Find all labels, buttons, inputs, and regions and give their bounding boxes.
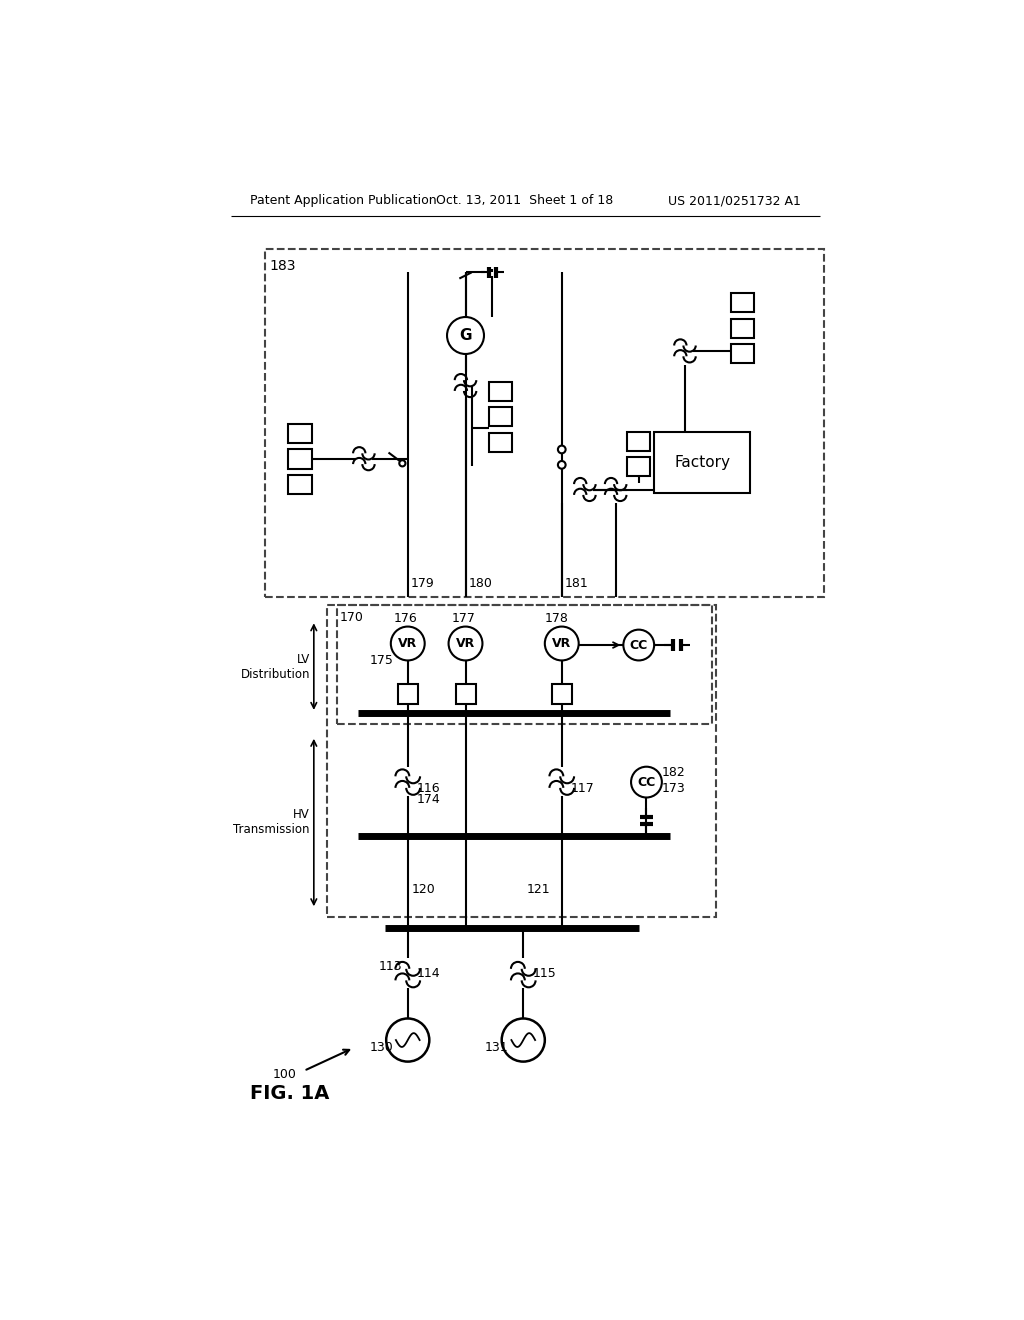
- Text: FIG. 1A: FIG. 1A: [250, 1085, 330, 1104]
- Text: LV
Distribution: LV Distribution: [241, 652, 310, 681]
- Bar: [552, 684, 571, 704]
- Bar: [731, 345, 755, 363]
- Text: 183: 183: [269, 259, 296, 273]
- Text: VR: VR: [552, 638, 571, 649]
- Bar: [628, 432, 650, 451]
- Text: US 2011/0251732 A1: US 2011/0251732 A1: [668, 194, 801, 207]
- Circle shape: [391, 627, 425, 660]
- Bar: [327, 605, 716, 917]
- Text: 178: 178: [545, 612, 568, 626]
- Text: VR: VR: [398, 638, 418, 649]
- Circle shape: [447, 317, 484, 354]
- Circle shape: [545, 627, 579, 660]
- Bar: [654, 432, 751, 494]
- Circle shape: [399, 461, 406, 466]
- Text: 175: 175: [370, 653, 393, 667]
- Bar: [265, 249, 823, 598]
- Bar: [289, 449, 311, 469]
- Circle shape: [386, 1019, 429, 1061]
- Text: 113: 113: [379, 961, 402, 973]
- Text: 131: 131: [484, 1041, 508, 1055]
- Text: 100: 100: [272, 1068, 296, 1081]
- Bar: [488, 433, 512, 451]
- Text: G: G: [459, 327, 472, 343]
- Text: 117: 117: [571, 781, 595, 795]
- Text: VR: VR: [456, 638, 475, 649]
- Bar: [337, 605, 712, 725]
- Text: Patent Application Publication: Patent Application Publication: [250, 194, 436, 207]
- Text: 182: 182: [662, 767, 686, 779]
- Bar: [731, 318, 755, 338]
- Circle shape: [558, 461, 565, 469]
- Circle shape: [558, 446, 565, 453]
- Text: 173: 173: [662, 781, 686, 795]
- Bar: [628, 457, 650, 477]
- Text: CC: CC: [637, 776, 655, 788]
- Bar: [488, 407, 512, 426]
- Text: 114: 114: [417, 966, 440, 979]
- Text: CC: CC: [630, 639, 648, 652]
- Bar: [488, 381, 512, 401]
- Text: 116: 116: [417, 781, 440, 795]
- Bar: [289, 424, 311, 444]
- Text: Factory: Factory: [674, 455, 730, 470]
- Bar: [289, 475, 311, 494]
- Text: 176: 176: [394, 612, 418, 626]
- Circle shape: [449, 627, 482, 660]
- Text: 121: 121: [527, 883, 551, 896]
- Text: 170: 170: [340, 611, 364, 624]
- Text: Oct. 13, 2011  Sheet 1 of 18: Oct. 13, 2011 Sheet 1 of 18: [436, 194, 613, 207]
- Text: 120: 120: [412, 883, 435, 896]
- Circle shape: [631, 767, 662, 797]
- Text: 179: 179: [411, 577, 434, 590]
- Text: HV
Transmission: HV Transmission: [233, 808, 310, 836]
- Text: 181: 181: [565, 577, 589, 590]
- Bar: [456, 684, 475, 704]
- Bar: [397, 684, 418, 704]
- Text: 130: 130: [370, 1041, 393, 1055]
- Bar: [731, 293, 755, 313]
- Text: 115: 115: [532, 966, 556, 979]
- Text: 180: 180: [469, 577, 493, 590]
- Text: 174: 174: [417, 792, 440, 805]
- Circle shape: [502, 1019, 545, 1061]
- Text: 177: 177: [452, 612, 475, 626]
- Circle shape: [624, 630, 654, 660]
